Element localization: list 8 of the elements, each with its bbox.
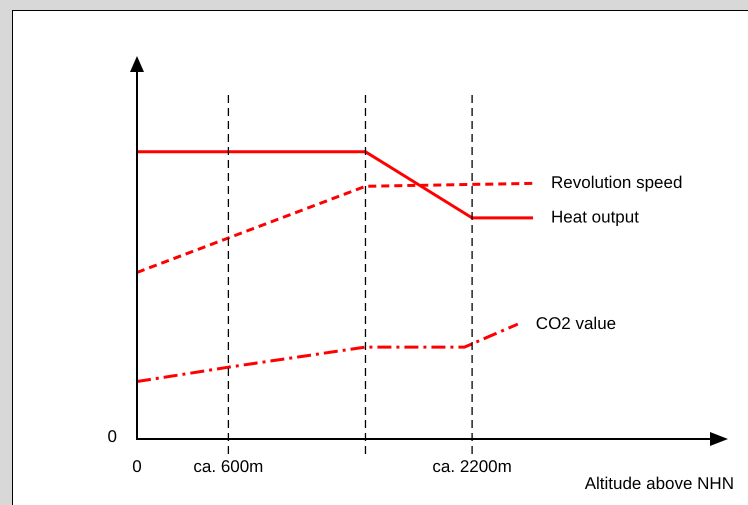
x-axis-title: Altitude above NHN: [584, 474, 734, 493]
series-label: CO2 value: [536, 314, 616, 333]
x-tick-label: ca. 600m: [193, 457, 264, 476]
series-label: Revolution speed: [551, 173, 682, 192]
series-label: Heat output: [551, 208, 640, 227]
x-tick-label: 0: [132, 457, 142, 476]
text: 0: [108, 427, 117, 446]
x-tick-label: ca. 2200m: [432, 457, 512, 476]
